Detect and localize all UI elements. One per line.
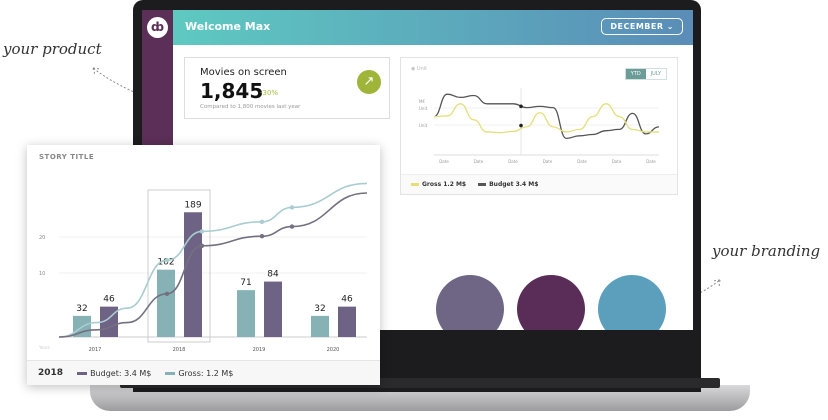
logo-icon[interactable]: ȸ <box>147 17 168 38</box>
trend-point <box>289 224 295 229</box>
y-tick-label: Unit <box>419 123 428 128</box>
toggle-ytd[interactable]: YTD <box>625 69 646 79</box>
month-dropdown[interactable]: DECEMBER ⌄ <box>601 18 683 35</box>
highlight-box <box>147 189 211 343</box>
y-tick-label: M€ <box>419 99 425 104</box>
trend-point <box>259 219 265 224</box>
x-tick-label: 2018 <box>173 347 186 353</box>
trend-point <box>199 243 205 248</box>
arrow-up-right-icon[interactable]: ↗ <box>357 70 381 94</box>
y-tick-label: 10 <box>39 271 45 277</box>
data-label: 71 <box>240 278 251 288</box>
footer-gross: Gross: 1.2 M$ <box>165 369 233 378</box>
x-tick-label: 2017 <box>89 347 102 353</box>
story-title: STORY TITLE <box>39 153 95 161</box>
x-axis-label: Years <box>38 345 50 350</box>
bar-budget <box>264 281 282 337</box>
footer-budget: Budget: 3.4 M$ <box>77 369 151 378</box>
x-tick-label: Date <box>543 159 553 164</box>
hover-point-gross <box>519 123 523 128</box>
kpi-title: Movies on screen <box>200 67 287 78</box>
line-chart: M€ Unit Unit Date Date Date Date Date Date Date <box>419 88 660 164</box>
period-toggle: YTD JULY <box>624 68 667 80</box>
annotation-your-branding: your branding <box>712 242 821 260</box>
y-tick-label: 20 <box>39 235 45 241</box>
bar-chart: 10 20 Years 2017 32 46 2018 102 189 2019 71 84 2020 3… <box>38 182 368 353</box>
x-tick-label: Date <box>508 159 518 164</box>
x-tick-label: 2020 <box>327 347 340 353</box>
chevron-down-icon: ⌄ <box>666 22 674 31</box>
x-tick-label: Date <box>646 159 656 164</box>
swatch-purple-gray <box>436 275 504 330</box>
bar-gross <box>311 315 329 337</box>
kpi-change: -30% <box>260 89 279 97</box>
bar-budget <box>338 306 356 337</box>
kpi-card: Movies on screen 1,845 -30% Compared to … <box>184 57 390 119</box>
header: Welcome Max DECEMBER ⌄ <box>173 10 693 45</box>
x-tick-label: 2019 <box>253 347 266 353</box>
series-line-budget <box>433 93 660 140</box>
swatch-plum <box>517 275 585 330</box>
footer-year: 2018 <box>38 368 64 378</box>
month-value: DECEMBER <box>610 22 664 31</box>
unit-label: ◉ Unit <box>411 66 428 72</box>
data-label: 32 <box>76 304 87 314</box>
unit-icon: ◉ <box>411 66 416 72</box>
data-label: 189 <box>184 200 201 210</box>
y-tick-label: Unit <box>419 106 428 111</box>
hover-point-budget <box>519 104 523 109</box>
welcome-title: Welcome Max <box>185 20 271 33</box>
legend-gross: Gross 1.2 M$ <box>411 181 466 188</box>
trend-point <box>289 205 295 210</box>
annotation-your-product: your product <box>3 40 102 58</box>
legend-budget: Budget 3.4 M$ <box>478 181 538 188</box>
data-label: 32 <box>314 304 325 314</box>
data-label: 46 <box>341 295 353 305</box>
data-label: 46 <box>103 295 115 305</box>
line-chart-legend: Gross 1.2 M$ Budget 3.4 M$ <box>401 174 677 194</box>
kpi-comparison: Compared to 1,800 movies last year <box>200 104 301 110</box>
x-tick-label: Date <box>439 159 449 164</box>
bar-budget <box>184 212 202 337</box>
trend-point <box>199 229 205 234</box>
trend-point <box>259 234 265 239</box>
bar-gross <box>157 269 175 337</box>
data-label: 84 <box>267 270 279 280</box>
kpi-value: 1,845 <box>200 79 264 103</box>
series-line-gross <box>433 103 659 134</box>
swatch-blue <box>598 275 666 330</box>
bar-gross <box>237 290 255 337</box>
trend-point <box>164 258 170 263</box>
laptop-keyboard <box>120 378 720 388</box>
line-chart-card: ◉ Unit YTD JULY M€ Unit Unit Date Date Date Da… <box>400 57 678 195</box>
trend-point <box>164 291 170 296</box>
x-tick-label: Date <box>474 159 484 164</box>
story-footer: 2018 Budget: 3.4 M$ Gross: 1.2 M$ <box>27 360 380 385</box>
x-tick-label: Date <box>577 159 587 164</box>
story-card: STORY TITLE 10 20 Years 2017 32 46 2018 102 189 2… <box>27 145 380 385</box>
data-label: 102 <box>157 258 174 268</box>
x-tick-label: Date <box>612 159 622 164</box>
toggle-july[interactable]: JULY <box>650 71 661 77</box>
